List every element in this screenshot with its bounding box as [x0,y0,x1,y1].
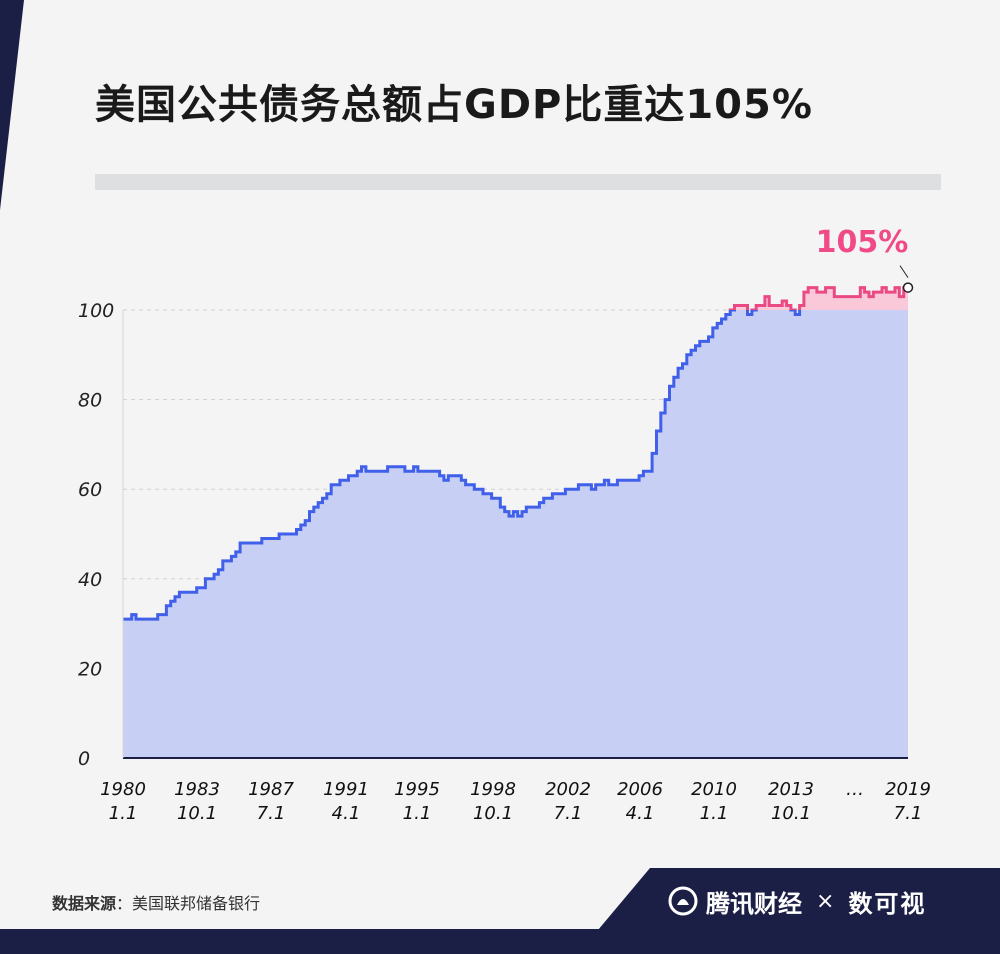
x-tick-label: 1983 [174,779,220,800]
x-tick-label: 10.1 [177,803,217,824]
x-tick-label: 4.1 [332,803,361,824]
x-tick-label: … [846,779,864,800]
x-tick-label: 2006 [617,779,663,800]
annotation-label: 105% [816,225,909,260]
source-text: 美国联邦储备银行 [132,894,261,913]
source-colon: ： [116,894,133,913]
brand-logo-icon [668,886,698,916]
x-tick-label: 1991 [323,779,369,800]
y-tick-label: 40 [78,569,102,591]
data-source-note: 数据来源：美国联邦储备银行 [52,890,260,914]
x-tick-label: 1.1 [403,803,432,824]
x-tick-label: 4.1 [626,803,655,824]
footer-brand-tab [598,868,1000,930]
x-tick-label: 7.1 [554,803,583,824]
brand-name: 腾讯财经 [706,889,802,918]
y-tick-label: 100 [78,300,114,322]
chart-title: 美国公共债务总额占GDP比重达105% [95,82,813,128]
y-tick-label: 60 [78,479,102,501]
x-tick-label: 2010 [691,779,737,800]
x-tick-label: 10.1 [771,803,811,824]
title-underline-bar [95,174,941,190]
x-tick-label: 1987 [248,779,294,800]
source-label: 数据来源 [52,894,117,913]
y-tick-label: 0 [78,748,90,770]
x-tick-label: 2013 [768,779,814,800]
brand-block: 腾讯财经 × 数可视 [668,884,926,918]
x-tick-label: 10.1 [473,803,513,824]
partner-brand: 数可视 [848,889,927,918]
annotation-leader [899,265,909,278]
x-tick-label: 1998 [470,779,516,800]
x-tick-label: 1.1 [700,803,729,824]
x-tick-label: 1980 [100,779,146,800]
y-tick-label: 20 [78,658,102,680]
corner-decoration [0,0,24,210]
x-tick-label: 2019 [885,779,931,800]
x-tick-label: 1995 [394,779,440,800]
debt-area [123,310,908,758]
brand-separator: × [816,888,835,914]
debt-line [123,310,802,621]
debt-line-above-100 [728,286,908,310]
x-tick-label: 2002 [545,779,591,800]
y-tick-label: 80 [78,390,102,412]
x-tick-label: 1.1 [109,803,138,824]
x-tick-label: 7.1 [257,803,286,824]
footer-band [0,929,1000,954]
x-tick-label: 7.1 [894,803,923,824]
end-point-marker [902,282,914,293]
